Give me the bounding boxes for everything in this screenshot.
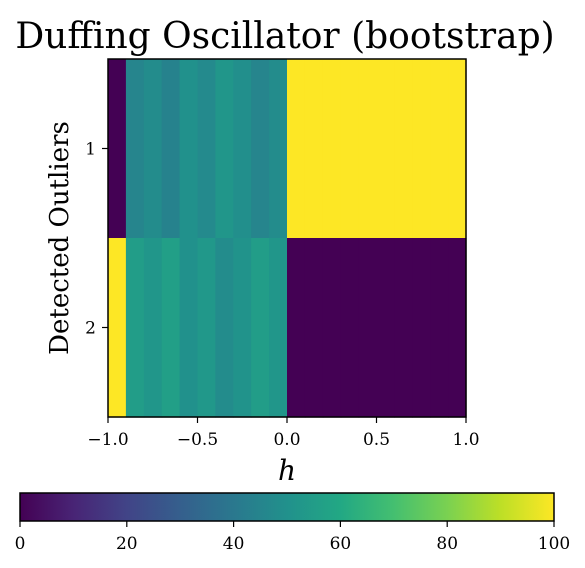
heatmap-cell	[108, 238, 127, 418]
heatmap-cell	[394, 238, 413, 418]
heatmap-cell	[161, 59, 181, 239]
x-axis-label: h	[278, 454, 296, 487]
x-tick-label: 0.0	[273, 430, 300, 450]
heatmap-cell	[394, 59, 413, 239]
colorbar-tick-label: 40	[223, 534, 245, 554]
y-tick-label: 1	[85, 140, 96, 160]
heatmap-cell	[143, 59, 163, 239]
heatmap-cell	[197, 59, 216, 239]
x-tick-label: 1.0	[452, 430, 479, 450]
colorbar-tick-label: 0	[15, 534, 26, 554]
heatmap-cell	[287, 238, 306, 418]
heatmap-cell	[215, 238, 234, 418]
heatmap-cell	[448, 59, 467, 239]
chart-title: Duffing Oscillator (bootstrap)	[15, 16, 554, 57]
colorbar-tick-label: 100	[538, 534, 570, 554]
heatmap-cell	[179, 59, 199, 239]
heatmap-cell	[125, 59, 145, 239]
x-tick-label: −1.0	[87, 430, 128, 450]
y-axis: 12	[85, 140, 108, 339]
heatmap-cell	[376, 238, 395, 418]
heatmap-cell	[269, 59, 288, 239]
heatmap-cell	[304, 238, 324, 418]
heatmap-cell	[161, 238, 181, 418]
heatmap-cell	[233, 238, 252, 418]
colorbar-axis: 0 20 40 60 80 100	[15, 521, 570, 554]
heatmap-cell	[197, 238, 216, 418]
x-tick-label: −0.5	[177, 430, 218, 450]
colorbar	[19, 492, 555, 522]
colorbar-tick-label: 60	[330, 534, 352, 554]
heatmap-cell	[179, 238, 199, 418]
heatmap-cell	[269, 238, 288, 418]
heatmap-cell	[376, 59, 395, 239]
heatmap-cell	[322, 238, 342, 418]
heatmap-cell	[430, 59, 449, 239]
heatmap-cell	[340, 238, 360, 418]
x-tick-label: 0.5	[363, 430, 390, 450]
heatmap-cell	[412, 238, 431, 418]
colorbar-tick-label: 20	[116, 534, 138, 554]
heatmap-cell	[412, 59, 431, 239]
heatmap-cell	[251, 238, 270, 418]
heatmap-cell	[448, 238, 467, 418]
heatmap-cell	[358, 238, 378, 418]
heatmap-cell	[251, 59, 270, 239]
heatmap-cell	[430, 238, 449, 418]
x-axis: −1.0 −0.5 0.0 0.5 1.0	[87, 417, 480, 450]
heatmap-cells	[108, 59, 467, 418]
heatmap-cell	[233, 59, 252, 239]
heatmap-cell	[108, 59, 127, 239]
heatmap-cell	[215, 59, 234, 239]
heatmap-cell	[340, 59, 360, 239]
heatmap-cell	[287, 59, 306, 239]
heatmap-cell	[322, 59, 342, 239]
heatmap-cell	[358, 59, 378, 239]
heatmap-cell	[125, 238, 145, 418]
colorbar-tick-label: 80	[436, 534, 458, 554]
y-tick-label: 2	[85, 319, 96, 339]
heatmap-cell	[143, 238, 163, 418]
heatmap-cell	[304, 59, 324, 239]
y-axis-label: Detected Outliers	[45, 121, 75, 355]
